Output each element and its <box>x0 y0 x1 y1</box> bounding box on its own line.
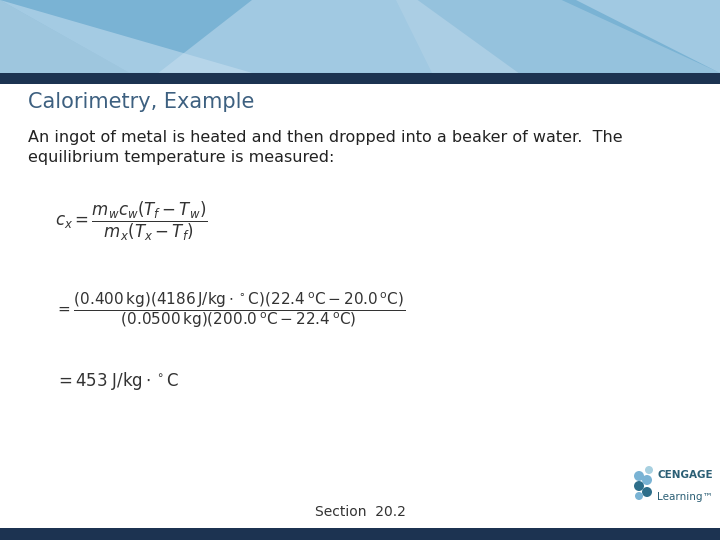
Circle shape <box>642 487 652 497</box>
Circle shape <box>634 481 644 491</box>
Circle shape <box>634 471 644 481</box>
Polygon shape <box>396 0 720 73</box>
Bar <box>0 0 720 73</box>
Text: An ingot of metal is heated and then dropped into a beaker of water.  The: An ingot of metal is heated and then dro… <box>28 130 623 145</box>
Text: Learning™: Learning™ <box>657 492 713 502</box>
Text: Section  20.2: Section 20.2 <box>315 505 405 519</box>
Text: Calorimetry, Example: Calorimetry, Example <box>28 92 254 112</box>
Text: $= \dfrac{(0.400\,\mathsf{kg})(4186\,\mathsf{J/kg \cdot {^\circ}C})(22.4\,\maths: $= \dfrac{(0.400\,\mathsf{kg})(4186\,\ma… <box>55 289 405 330</box>
Circle shape <box>645 466 653 474</box>
Polygon shape <box>0 0 252 73</box>
Text: CENGAGE: CENGAGE <box>657 470 713 480</box>
Polygon shape <box>0 0 130 73</box>
Text: $c_x = \dfrac{m_w c_w \left(T_f - T_w\right)}{m_x \left(T_x - T_f\right)}$: $c_x = \dfrac{m_w c_w \left(T_f - T_w\ri… <box>55 200 207 243</box>
Bar <box>0 528 720 540</box>
Bar <box>0 73 720 84</box>
Polygon shape <box>158 0 518 73</box>
Text: $= 453 \; \mathsf{J/kg \cdot {^\circ}C}$: $= 453 \; \mathsf{J/kg \cdot {^\circ}C}$ <box>55 370 179 392</box>
Text: equilibrium temperature is measured:: equilibrium temperature is measured: <box>28 150 334 165</box>
Polygon shape <box>576 0 720 73</box>
Circle shape <box>635 492 643 500</box>
Circle shape <box>642 475 652 485</box>
